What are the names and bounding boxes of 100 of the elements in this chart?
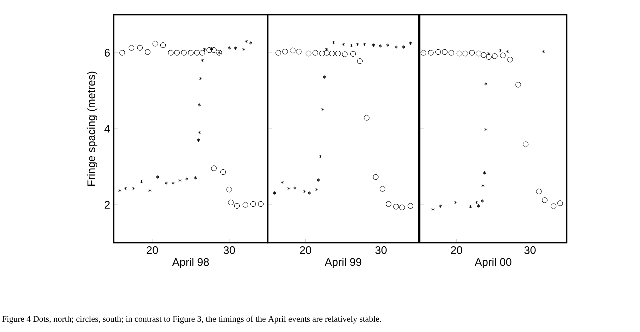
point xyxy=(329,50,336,57)
point xyxy=(164,181,168,186)
point xyxy=(558,200,564,206)
point xyxy=(420,50,427,56)
point xyxy=(523,142,529,148)
point xyxy=(342,52,348,58)
point xyxy=(335,50,342,57)
point xyxy=(160,42,166,48)
point xyxy=(228,46,232,50)
point xyxy=(128,45,135,51)
point xyxy=(145,49,151,56)
point xyxy=(462,50,468,57)
point xyxy=(469,50,476,56)
y-tick-label: 4 xyxy=(104,125,110,133)
point xyxy=(276,50,282,56)
point xyxy=(226,186,232,193)
point xyxy=(234,46,238,50)
x-tick-label: 30 xyxy=(524,246,536,254)
point xyxy=(409,42,412,46)
point xyxy=(386,44,390,48)
point xyxy=(508,56,514,63)
point xyxy=(258,201,264,208)
point xyxy=(234,203,240,209)
point xyxy=(400,204,406,211)
point xyxy=(373,174,379,180)
point xyxy=(442,49,448,56)
point xyxy=(448,50,454,56)
point xyxy=(484,82,488,86)
point xyxy=(148,189,152,193)
y-tick-label: 6 xyxy=(104,49,110,57)
point xyxy=(306,50,312,57)
point xyxy=(487,52,491,56)
point xyxy=(273,191,276,196)
point xyxy=(156,175,160,180)
point xyxy=(477,204,480,208)
point xyxy=(244,40,248,44)
point xyxy=(152,41,158,47)
point xyxy=(282,49,288,55)
point xyxy=(454,200,458,205)
point xyxy=(322,75,326,80)
point xyxy=(242,48,246,52)
point xyxy=(194,50,200,56)
x-tick-label: 20 xyxy=(146,246,158,254)
point xyxy=(542,50,546,54)
point xyxy=(320,50,326,57)
y-axis-title: Fringe spacing (metres) xyxy=(87,72,98,186)
point xyxy=(140,180,144,184)
point xyxy=(188,50,194,56)
point xyxy=(516,82,522,88)
point xyxy=(137,45,144,51)
point xyxy=(319,154,322,159)
point xyxy=(476,50,482,57)
x-axis-title: April 98 xyxy=(172,258,210,268)
point xyxy=(483,171,486,175)
point xyxy=(316,178,320,182)
point xyxy=(481,52,487,58)
x-tick-label: 20 xyxy=(300,246,312,254)
x-axis-title: April 00 xyxy=(474,258,512,268)
point xyxy=(542,198,548,204)
point xyxy=(500,52,506,59)
point xyxy=(206,47,212,54)
point xyxy=(350,44,354,48)
x-tick-label: 20 xyxy=(451,246,462,254)
point xyxy=(506,50,510,54)
point xyxy=(386,201,392,208)
point xyxy=(499,48,502,53)
point xyxy=(325,48,329,52)
point xyxy=(194,176,198,180)
x-tick-label: 30 xyxy=(376,246,387,254)
point xyxy=(120,50,126,56)
point xyxy=(242,202,249,208)
point xyxy=(124,186,128,191)
point xyxy=(456,50,463,57)
point xyxy=(408,203,414,209)
point xyxy=(172,181,175,186)
point xyxy=(402,45,406,50)
point xyxy=(178,178,182,183)
point xyxy=(378,44,382,48)
point xyxy=(181,50,187,56)
point xyxy=(492,54,498,60)
point xyxy=(200,50,206,56)
point xyxy=(428,50,434,56)
point xyxy=(324,50,330,56)
point xyxy=(249,41,253,45)
x-tick-label: 30 xyxy=(224,246,236,254)
y-tick-label: 2 xyxy=(104,201,110,209)
point xyxy=(174,50,180,56)
point xyxy=(482,184,485,188)
point xyxy=(484,128,488,132)
point xyxy=(168,50,174,56)
point xyxy=(294,186,297,190)
point xyxy=(332,40,336,45)
point xyxy=(186,177,189,182)
point xyxy=(296,49,302,55)
point xyxy=(350,51,356,57)
point xyxy=(438,204,442,208)
point xyxy=(356,42,360,46)
point xyxy=(280,180,284,184)
point xyxy=(197,138,200,142)
point xyxy=(118,189,122,193)
